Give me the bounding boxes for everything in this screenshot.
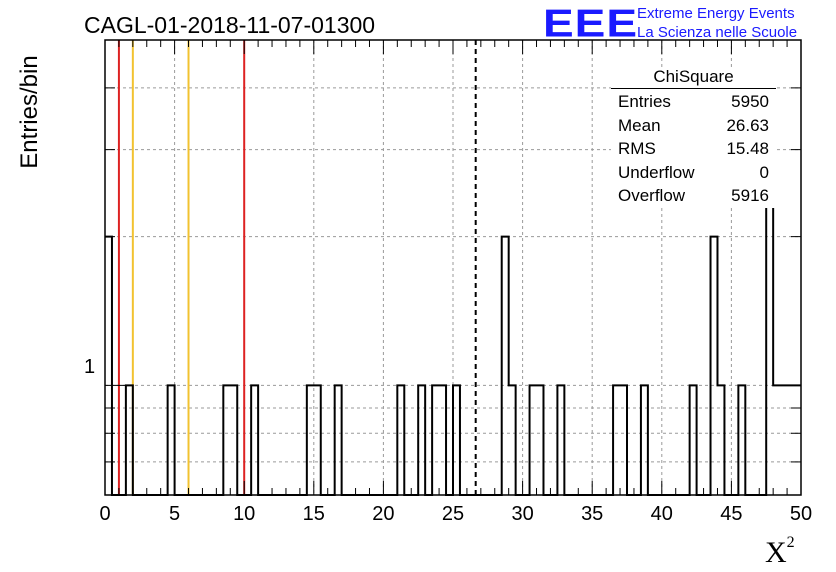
stats-label: Underflow [618, 162, 695, 182]
histogram-bin [509, 385, 516, 495]
histogram-bin [530, 385, 537, 495]
stats-label: Mean [618, 115, 661, 135]
axes [104, 39, 802, 496]
stats-box: ChiSquare Entries 5950 Mean 26.63 RMS 15.48… [611, 67, 776, 208]
histogram-bin [620, 385, 627, 495]
x-tick-label: 50 [789, 503, 813, 525]
x-tick-label: 40 [650, 503, 673, 525]
stats-label: Entries [618, 92, 671, 111]
histogram-bin [223, 385, 230, 495]
x-tick-label: 10 [233, 503, 256, 525]
organization-name: Extreme Energy Events La Scienza nelle S… [637, 4, 797, 42]
stats-row-mean: Mean 26.63 [611, 114, 776, 138]
histogram-bin [537, 385, 544, 495]
histogram-bin [738, 385, 745, 495]
chart-title: CAGL-01-2018-11-07-01300 [84, 12, 376, 38]
histogram-bin [168, 385, 175, 495]
histogram-bin [502, 237, 509, 495]
x-axis-label-base: X [765, 536, 787, 569]
histogram-bin [307, 385, 314, 495]
stats-label: Overflow [618, 186, 686, 205]
histogram-bin [126, 385, 133, 495]
histogram-bin [230, 385, 237, 495]
histogram-bin [314, 385, 321, 495]
histogram-bin [432, 385, 439, 495]
x-tick-label: 35 [581, 503, 604, 525]
x-tick-label: 25 [441, 503, 465, 525]
histogram-bin [418, 385, 425, 495]
x-tick-label: 5 [169, 503, 181, 525]
x-axis-label: X2 [765, 534, 795, 570]
organization-line-1: Extreme Energy Events [637, 5, 795, 22]
stats-row-underflow: Underflow 0 [611, 161, 776, 185]
histogram-bin [439, 385, 446, 495]
stats-value: 15.48 [726, 139, 769, 158]
histogram-outline [105, 148, 801, 496]
histogram-bin [780, 385, 787, 495]
histogram-bin [787, 385, 794, 495]
stats-row-rms: RMS 15.48 [611, 137, 776, 161]
x-tick-label: 45 [720, 503, 743, 525]
stats-row-overflow: Overflow 5916 [611, 184, 776, 208]
stats-label: RMS [618, 139, 656, 158]
histogram-bin [794, 385, 801, 495]
histogram-bin [711, 237, 718, 495]
histogram-bin [717, 385, 724, 495]
y-axis-label: Entries/bin [16, 55, 43, 169]
stats-row-entries: Entries 5950 [611, 90, 776, 114]
histogram-bin [335, 385, 342, 495]
y-tick-label: 1 [84, 356, 96, 378]
stats-value: 26.63 [726, 115, 769, 135]
histogram-bin [397, 385, 404, 495]
x-tick-label: 30 [511, 503, 534, 525]
histogram-bin [251, 385, 258, 495]
stats-value: 5916 [731, 186, 769, 205]
histogram-bin [641, 385, 648, 495]
x-tick-label: 20 [372, 503, 395, 525]
histogram-bin [453, 385, 460, 495]
histogram-bin [613, 385, 620, 495]
x-tick-label: 15 [302, 503, 325, 525]
histogram-bin [773, 385, 780, 495]
stats-value: 5950 [731, 92, 769, 111]
stats-value: 0 [759, 162, 769, 182]
organization-line-2: La Scienza nelle Scuole [637, 24, 798, 41]
stats-box-name: ChiSquare [611, 67, 776, 89]
histogram-bin [105, 237, 112, 495]
histogram-bin [557, 385, 564, 495]
x-tick-label: 0 [99, 503, 111, 525]
eee-logo: EEE [543, 0, 639, 46]
histogram [105, 148, 801, 496]
histogram-bin [690, 385, 697, 495]
x-axis-label-superscript: 2 [786, 534, 795, 551]
